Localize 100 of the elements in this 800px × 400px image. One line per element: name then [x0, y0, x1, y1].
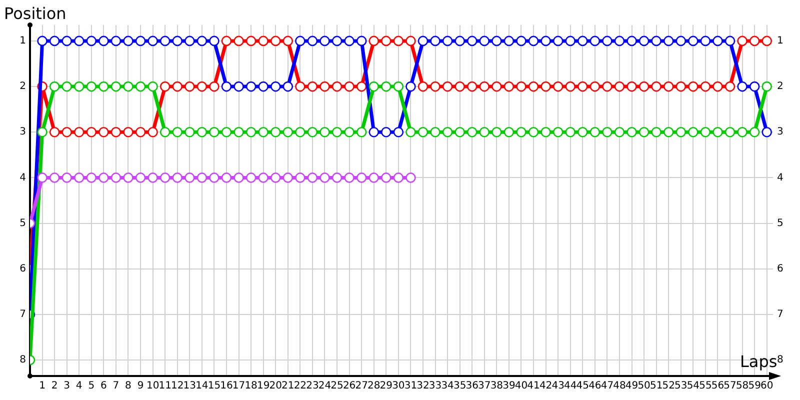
point — [234, 36, 244, 46]
point — [270, 172, 281, 183]
point — [663, 81, 674, 92]
x-tick-label: 17 — [232, 380, 246, 392]
point — [749, 36, 760, 46]
point — [724, 81, 736, 92]
x-tick-label: 59 — [748, 380, 761, 392]
point — [577, 81, 588, 92]
x-tick-label: 48 — [613, 380, 626, 392]
point — [160, 172, 170, 183]
x-axis-title: Laps — [740, 352, 778, 371]
x-tick-label: 40 — [514, 380, 528, 392]
x-tick-label: 34 — [441, 380, 454, 392]
point — [110, 126, 122, 138]
y2-tick-label: 7 — [777, 309, 784, 320]
point — [74, 126, 84, 138]
point — [626, 81, 637, 92]
x-tick-label: 23 — [306, 380, 319, 392]
point — [344, 81, 354, 92]
x-tick-label: 37 — [478, 380, 491, 392]
y-tick-label: 2 — [20, 81, 26, 92]
y-tick-label: 5 — [20, 218, 26, 229]
y-tick-label: 4 — [20, 172, 26, 184]
point — [368, 172, 380, 183]
y-tick-label: 7 — [20, 309, 26, 320]
y2-tick-label: 4 — [777, 172, 784, 184]
point — [737, 36, 748, 46]
point — [172, 81, 183, 92]
y2-tick-label: 3 — [777, 126, 784, 138]
point — [98, 172, 109, 183]
x-tick-label: 9 — [137, 380, 144, 392]
x-tick-label: 43 — [552, 380, 564, 392]
x-tick-label: 19 — [256, 380, 270, 392]
x-tick-label: 44 — [564, 380, 577, 392]
point — [49, 172, 60, 183]
point — [282, 36, 294, 46]
x-tick-label: 7 — [112, 380, 120, 392]
x-tick-label: 12 — [171, 380, 184, 392]
point — [381, 36, 392, 46]
x-tick-label: 58 — [736, 380, 749, 392]
x-tick-label: 30 — [392, 380, 405, 392]
x-tick-label: 26 — [342, 380, 356, 392]
x-tick-label: 49 — [625, 380, 638, 392]
x-tick-label: 24 — [318, 380, 332, 392]
point — [320, 172, 330, 183]
x-tick-label: 27 — [355, 380, 368, 392]
x-tick-label: 32 — [416, 380, 430, 392]
point — [221, 36, 232, 46]
point — [356, 81, 367, 92]
y-tick-label: 1 — [20, 36, 26, 47]
x-tick-label: 10 — [146, 380, 160, 392]
point — [320, 81, 330, 92]
x-tick-label: 28 — [368, 380, 380, 392]
y2-tick-label: 2 — [777, 81, 784, 92]
x-tick-label: 11 — [158, 380, 172, 392]
point — [135, 126, 146, 138]
x-tick-label: 5 — [88, 380, 95, 392]
point — [295, 172, 306, 183]
point — [49, 126, 60, 138]
point — [234, 172, 244, 183]
point — [62, 172, 72, 183]
x-tick-label: 22 — [294, 380, 307, 392]
point — [552, 81, 564, 92]
x-tick-label: 31 — [404, 380, 418, 392]
point — [344, 172, 354, 183]
point — [393, 172, 404, 183]
point — [442, 81, 453, 92]
point — [270, 36, 281, 46]
x-tick-label: 25 — [330, 380, 344, 392]
y2-tick-label: 8 — [777, 354, 784, 366]
x-tick-label: 54 — [686, 380, 700, 392]
point — [492, 81, 502, 92]
point — [209, 81, 220, 92]
x-tick-label: 18 — [244, 380, 258, 392]
point — [651, 81, 662, 92]
x-tick-label: 51 — [650, 380, 663, 392]
x-tick-label: 13 — [183, 380, 196, 392]
point — [184, 172, 195, 183]
point — [196, 172, 208, 183]
point — [504, 81, 514, 92]
point — [258, 36, 268, 46]
point — [614, 81, 625, 92]
point — [381, 172, 392, 183]
point — [246, 36, 256, 46]
point — [221, 172, 232, 183]
point — [516, 81, 526, 92]
point — [466, 81, 478, 92]
point — [406, 172, 416, 183]
x-tick-label: 36 — [466, 380, 478, 392]
point — [295, 81, 306, 92]
x-tick-label: 15 — [208, 380, 221, 392]
x-tick-label: 33 — [428, 380, 442, 392]
x-tick-label: 42 — [539, 380, 552, 392]
x-tick-label: 60 — [760, 380, 774, 392]
point — [356, 172, 367, 183]
point — [406, 36, 416, 46]
point — [123, 172, 134, 183]
point — [86, 126, 97, 138]
y-tick-label: 8 — [20, 354, 26, 366]
point — [148, 172, 158, 183]
